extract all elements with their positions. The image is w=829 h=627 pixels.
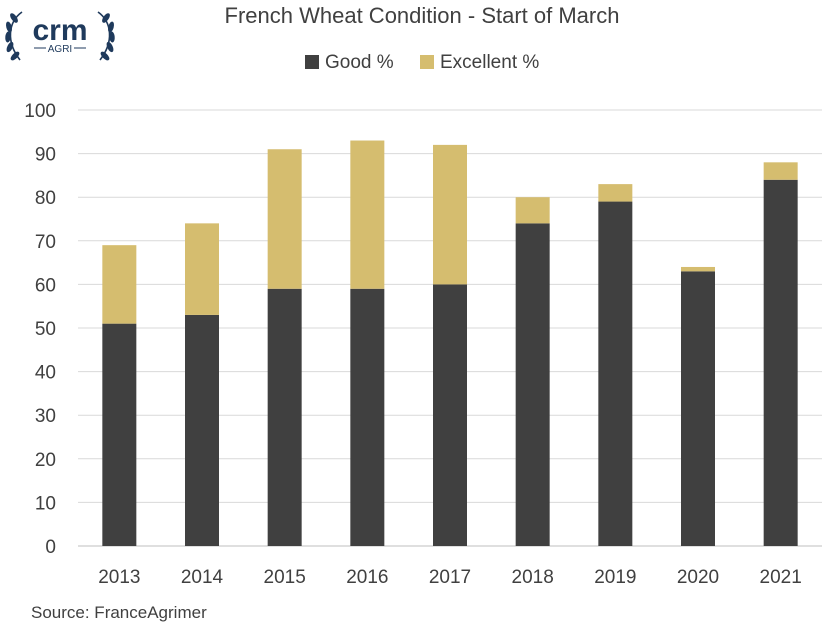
y-tick-label: 20 [35,450,56,471]
bar-excellent [598,184,633,202]
y-tick-label: 40 [35,363,56,384]
y-tick-label: 0 [45,537,56,558]
bar-good [598,201,633,546]
bar-excellent [267,149,302,289]
bar-excellent [433,144,467,285]
x-tick-label: 2013 [98,567,140,588]
bar-good [267,288,302,546]
x-tick-label: 2021 [760,567,802,588]
bar-good [350,288,385,546]
x-axis-ticks: 2013 2014 2015 2016 2017 2018 2019 2020 2021 [98,567,802,588]
logo-wordmark: crm [32,14,87,47]
x-tick-label: 2019 [594,567,636,588]
laurel-left-icon [5,11,23,61]
y-tick-label: 60 [35,275,56,296]
y-tick-label: 90 [35,145,56,166]
y-tick-label: 10 [35,493,56,514]
legend-label: Excellent % [440,52,539,73]
bar-excellent [102,245,137,324]
chart-title: French Wheat Condition - Start of March [225,3,620,28]
legend-swatch [420,55,434,69]
logo-subtext: AGRI [48,44,72,55]
legend: Good % Excellent % [305,52,539,73]
bars [102,140,798,547]
y-tick-label: 30 [35,406,56,427]
source-note: Source: FranceAgrimer [31,603,207,622]
y-tick-label: 50 [35,319,56,340]
y-tick-label: 70 [35,232,56,253]
bar-good [763,179,798,546]
bar-good [433,284,467,546]
crm-agri-logo: crm AGRI [5,11,115,61]
bar-excellent [763,162,798,180]
bar-excellent [350,140,385,289]
bar-good [515,223,550,547]
laurel-right-icon [97,11,115,61]
y-tick-label: 100 [24,101,56,122]
bar-excellent [681,266,715,272]
bar-excellent [515,197,550,224]
legend-swatch [305,55,319,69]
bar-good [185,314,219,546]
bar-excellent [185,223,219,315]
x-tick-label: 2015 [264,567,306,588]
x-tick-label: 2018 [512,567,554,588]
legend-label: Good % [325,52,394,73]
x-tick-label: 2016 [346,567,388,588]
x-tick-label: 2017 [429,567,471,588]
bar-good [102,323,137,546]
x-tick-label: 2020 [677,567,719,588]
y-tick-label: 80 [35,188,56,209]
x-tick-label: 2014 [181,567,224,588]
y-axis-ticks: 0 10 20 30 40 50 60 70 80 90 100 [24,101,56,558]
bar-good [681,271,715,546]
